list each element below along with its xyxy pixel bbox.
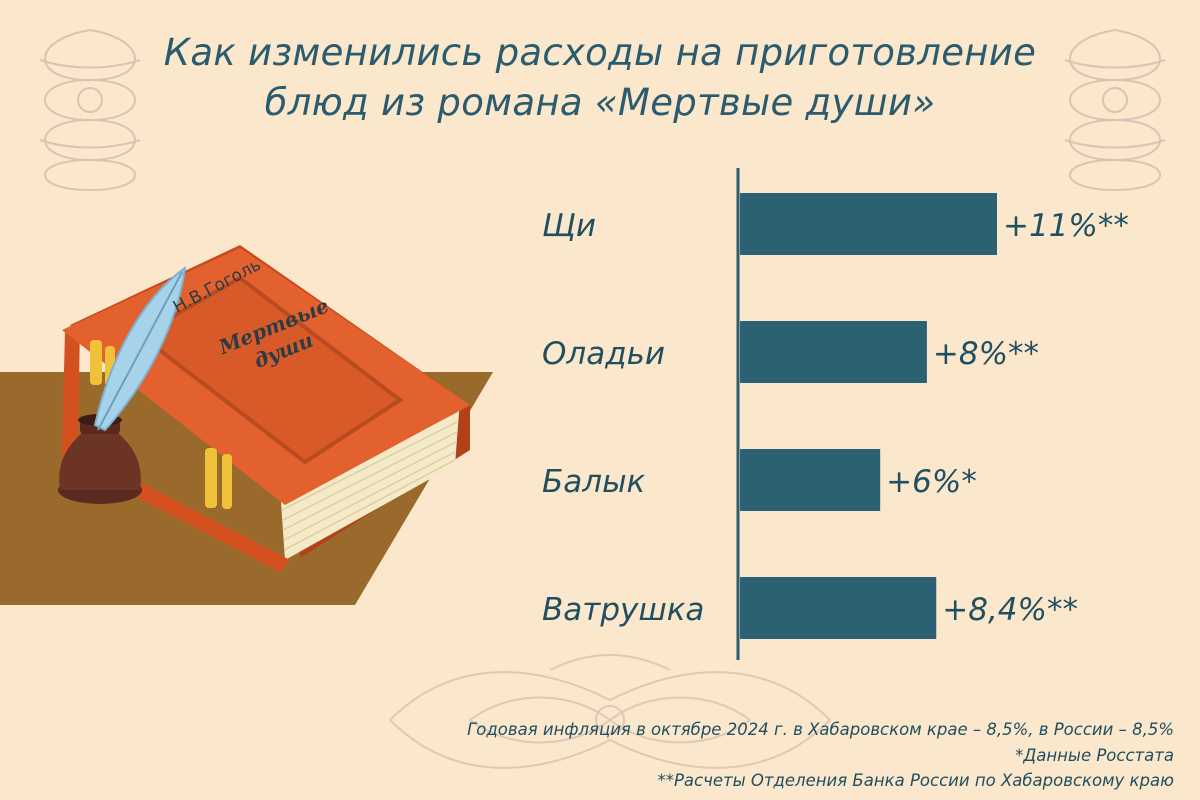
ornament-bottom — [389, 654, 831, 769]
bar — [740, 321, 927, 383]
chart-title: Как изменились расходы на приготовление … — [0, 28, 1200, 128]
bar — [740, 577, 937, 639]
category-label: Щи — [542, 208, 596, 244]
data-label: +6%* — [886, 464, 977, 500]
data-label: +8%** — [933, 336, 1039, 372]
title-line-2: блюд из романа «Мертвые души» — [264, 81, 936, 124]
data-label: +8,4%** — [942, 592, 1078, 628]
category-label: Оладьи — [542, 336, 665, 372]
category-label: Балык — [542, 464, 646, 500]
footnotes: Годовая инфляция в октябре 2024 г. в Хаб… — [467, 717, 1174, 794]
title-line-1: Как изменились расходы на приготовление — [163, 31, 1037, 74]
ornament-top-left — [39, 29, 141, 191]
footnote-rosstat: *Данные Росстата — [1015, 745, 1174, 765]
data-label: +11%** — [1003, 208, 1129, 244]
quill — [93, 265, 187, 432]
footnote-bank: **Расчеты Отделения Банка России по Хаба… — [657, 771, 1174, 790]
bar — [740, 449, 881, 511]
bar — [740, 193, 997, 255]
footnote-inflation: Годовая инфляция в октябре 2024 г. в Хаб… — [467, 720, 1174, 739]
ornament-top-right — [1064, 29, 1166, 191]
category-label: Ватрушка — [542, 592, 704, 628]
book-illustration — [0, 245, 493, 605]
